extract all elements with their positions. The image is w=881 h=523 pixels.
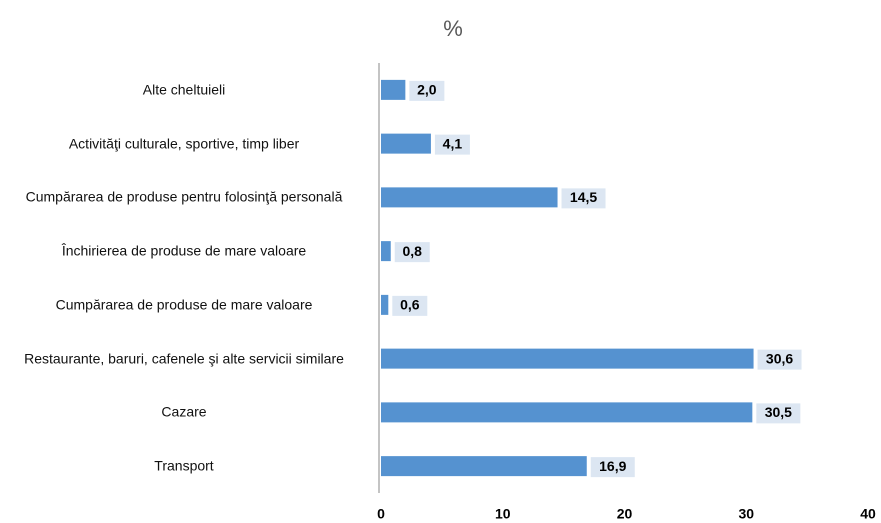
x-tick-label: 30 (738, 506, 754, 522)
y-tick-label: Alte cheltuieli (142, 81, 226, 98)
y-tick-label: Cumpărarea de produse de mare valoare (55, 296, 313, 313)
value-label-bg (409, 80, 445, 101)
value-label-bg (394, 242, 430, 263)
value-label-bg (561, 188, 606, 209)
value-label: 30,6 (766, 350, 793, 366)
bar (381, 456, 587, 477)
value-label: 0,6 (400, 297, 420, 313)
y-tick-label: Închirierea de produse de mare valoare (61, 242, 307, 259)
value-label-bg (757, 349, 802, 370)
bar (381, 79, 406, 100)
bar (381, 348, 754, 369)
value-label: 0,8 (403, 243, 423, 259)
value-label: 14,5 (570, 189, 597, 205)
value-label-bg (392, 295, 428, 316)
y-tick-label: Activităţi culturale, sportive, timp lib… (68, 135, 300, 152)
y-tick-label: Cumpărarea de produse pentru folosinţă p… (25, 188, 343, 205)
x-tick-label: 0 (377, 506, 385, 522)
value-label: 2,0 (417, 82, 437, 98)
value-label-bg (590, 457, 635, 478)
y-tick-label: Cazare (161, 403, 207, 420)
bar (381, 241, 391, 262)
x-tick-label: 40 (860, 506, 876, 522)
chart-title: % (443, 16, 463, 41)
bar (381, 402, 753, 423)
value-label: 4,1 (443, 135, 463, 151)
x-tick-label: 10 (495, 506, 511, 522)
bar (381, 187, 558, 208)
bar (381, 133, 431, 154)
value-label: 30,5 (765, 404, 792, 420)
value-label-bg (756, 403, 801, 424)
bar (381, 294, 389, 315)
y-tick-label: Transport (154, 457, 214, 474)
value-label-bg (434, 134, 470, 155)
x-tick-label: 20 (617, 506, 633, 522)
value-label: 16,9 (599, 458, 626, 474)
y-tick-label: Restaurante, baruri, cafenele şi alte se… (24, 350, 344, 367)
